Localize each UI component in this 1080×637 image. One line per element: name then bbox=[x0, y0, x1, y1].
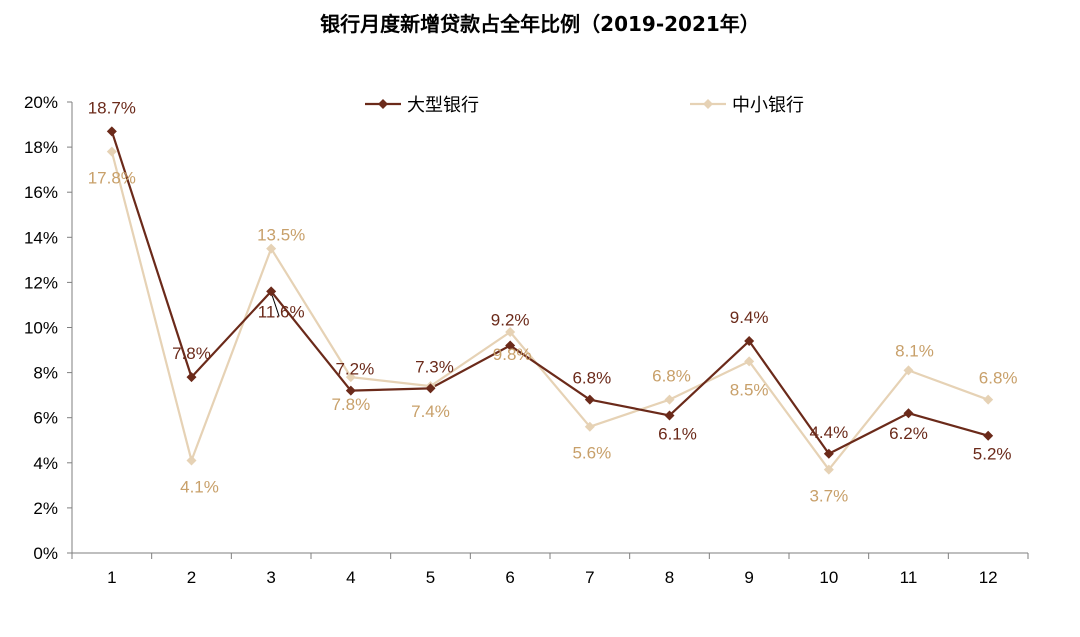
data-label: 7.8% bbox=[331, 395, 370, 414]
data-point bbox=[823, 448, 834, 459]
data-point bbox=[106, 126, 117, 137]
data-label: 7.4% bbox=[411, 402, 450, 421]
data-label: 4.4% bbox=[809, 423, 848, 442]
series-line-1 bbox=[110, 151, 989, 471]
x-tick-label: 5 bbox=[426, 568, 435, 587]
x-tick-label: 10 bbox=[819, 568, 838, 587]
data-label: 6.8% bbox=[652, 367, 691, 386]
data-point bbox=[345, 372, 356, 383]
legend-swatch-marker bbox=[378, 99, 388, 109]
data-point bbox=[664, 410, 675, 421]
y-tick-label: 4% bbox=[33, 454, 58, 473]
data-point bbox=[903, 408, 914, 419]
x-tick-label: 1 bbox=[107, 568, 116, 587]
data-point bbox=[266, 243, 277, 254]
legend-swatch-marker bbox=[703, 99, 713, 109]
x-tick-label: 11 bbox=[900, 568, 918, 587]
y-tick-label: 16% bbox=[24, 183, 58, 202]
data-point bbox=[584, 394, 595, 405]
x-tick-label: 7 bbox=[585, 568, 594, 587]
data-point bbox=[505, 327, 516, 338]
chart-title: 银行月度新增贷款占全年比例（2019-2021年） bbox=[320, 12, 760, 36]
legend-label: 大型银行 bbox=[407, 95, 479, 116]
data-point bbox=[823, 464, 834, 475]
data-point bbox=[345, 385, 356, 396]
data-label: 9.4% bbox=[730, 308, 769, 327]
data-point bbox=[584, 421, 595, 432]
label-leader-line bbox=[271, 295, 280, 317]
y-tick-label: 18% bbox=[24, 138, 58, 157]
data-point bbox=[505, 340, 516, 351]
data-point bbox=[983, 394, 994, 405]
data-label: 7.2% bbox=[335, 360, 374, 379]
data-point bbox=[903, 365, 914, 376]
x-tick-label: 9 bbox=[744, 568, 753, 587]
y-tick-label: 10% bbox=[24, 319, 58, 338]
y-tick-label: 14% bbox=[24, 228, 58, 247]
legend-label: 中小银行 bbox=[732, 95, 804, 116]
data-label: 7.8% bbox=[172, 344, 211, 363]
data-label: 18.7% bbox=[88, 98, 136, 117]
data-point bbox=[106, 146, 117, 157]
data-label: 13.5% bbox=[257, 226, 305, 245]
y-tick-label: 8% bbox=[33, 364, 58, 383]
x-tick-label: 12 bbox=[979, 568, 998, 587]
y-tick-label: 20% bbox=[24, 93, 58, 112]
data-point bbox=[425, 383, 436, 394]
data-label: 8.5% bbox=[730, 380, 769, 399]
x-tick-label: 2 bbox=[187, 568, 196, 587]
data-label: 3.7% bbox=[809, 487, 848, 506]
data-point bbox=[664, 394, 675, 405]
data-label: 9.8% bbox=[493, 345, 532, 364]
x-tick-label: 6 bbox=[505, 568, 514, 587]
data-point bbox=[744, 356, 755, 367]
y-tick-label: 6% bbox=[33, 409, 58, 428]
data-label: 6.8% bbox=[979, 369, 1018, 388]
y-tick-label: 12% bbox=[24, 273, 58, 292]
x-tick-label: 4 bbox=[346, 568, 355, 587]
y-tick-label: 0% bbox=[33, 544, 58, 563]
data-point bbox=[186, 372, 197, 383]
data-label: 6.2% bbox=[889, 424, 928, 443]
data-label: 9.2% bbox=[491, 311, 530, 330]
data-label: 5.6% bbox=[572, 444, 611, 463]
data-point bbox=[983, 430, 994, 441]
data-label: 5.2% bbox=[973, 445, 1012, 464]
data-label: 7.3% bbox=[415, 357, 454, 376]
data-label: 11.6% bbox=[258, 302, 305, 321]
data-point bbox=[266, 286, 277, 297]
data-label: 6.8% bbox=[572, 369, 611, 388]
y-tick-label: 2% bbox=[33, 499, 58, 518]
series-line-0 bbox=[110, 130, 989, 455]
x-tick-label: 3 bbox=[266, 568, 275, 587]
data-label: 8.1% bbox=[895, 341, 934, 360]
data-label: 6.1% bbox=[658, 424, 697, 443]
data-point bbox=[186, 455, 197, 466]
data-label: 17.8% bbox=[88, 169, 136, 188]
data-label: 4.1% bbox=[180, 478, 219, 497]
x-tick-label: 8 bbox=[665, 568, 674, 587]
data-point bbox=[744, 336, 755, 347]
